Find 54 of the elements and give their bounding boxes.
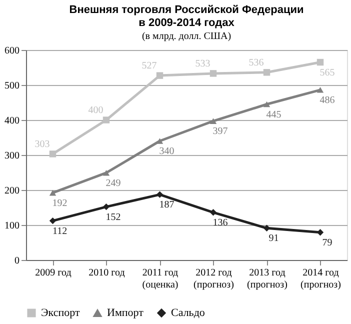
x-tick-label: 2014 год (прогноз) xyxy=(300,268,341,290)
y-tick-label: 0 xyxy=(14,256,20,266)
data-label: 445 xyxy=(266,109,282,120)
point xyxy=(156,138,164,144)
point xyxy=(102,203,110,210)
data-label: 112 xyxy=(52,226,68,237)
data-label: 136 xyxy=(212,217,228,228)
legend-label: Импорт xyxy=(107,307,144,320)
data-label: 533 xyxy=(195,58,210,70)
point xyxy=(210,209,217,216)
point xyxy=(263,224,270,232)
data-label: 91 xyxy=(268,233,279,244)
data-label: 340 xyxy=(159,146,174,157)
data-label: 79 xyxy=(322,237,332,248)
chart-title: Внешняя торговля Российской Федерации в 2009-2014 годах xyxy=(69,4,304,29)
x-tick-label: 2013 год (прогноз) xyxy=(247,268,288,290)
chart-subtitle: (в млрд. долл. США) xyxy=(142,31,232,42)
data-label: 192 xyxy=(52,198,68,209)
point xyxy=(102,170,110,176)
y-tick-label: 100 xyxy=(4,220,20,232)
data-label: 565 xyxy=(320,67,335,78)
data-label: 400 xyxy=(88,105,104,116)
y-tick-label: 500 xyxy=(4,80,20,92)
data-label: 536 xyxy=(248,57,264,68)
x-tick-label: 2009 год xyxy=(35,268,72,278)
point xyxy=(49,150,56,158)
point xyxy=(102,116,110,124)
data-label: 187 xyxy=(159,200,174,211)
point xyxy=(49,217,56,224)
x-tick-label: 2012 год (прогноз) xyxy=(194,268,234,290)
data-label: 152 xyxy=(106,212,121,223)
data-label: 486 xyxy=(320,94,335,106)
legend-label: Экспорт xyxy=(41,306,80,319)
data-label: 303 xyxy=(34,138,50,150)
x-tick-label: 2010 год xyxy=(88,268,125,278)
y-tick-label: 400 xyxy=(4,116,20,126)
y-tick-label: 300 xyxy=(4,150,20,162)
point xyxy=(316,228,324,236)
y-tick-label: 600 xyxy=(4,46,20,56)
y-tick-label: 200 xyxy=(4,186,20,196)
point xyxy=(156,72,164,79)
point xyxy=(156,191,164,198)
x-tick-label: 2011 год (оценка) xyxy=(142,268,178,290)
data-label: 249 xyxy=(106,178,121,189)
data-label: 527 xyxy=(142,60,157,72)
point xyxy=(316,86,324,93)
point xyxy=(49,190,56,196)
point xyxy=(316,58,324,66)
point xyxy=(263,101,270,108)
point xyxy=(210,118,217,124)
legend-label: Сальдо xyxy=(171,306,206,319)
data-label: 397 xyxy=(212,126,228,138)
point xyxy=(263,69,270,76)
point xyxy=(210,70,217,77)
